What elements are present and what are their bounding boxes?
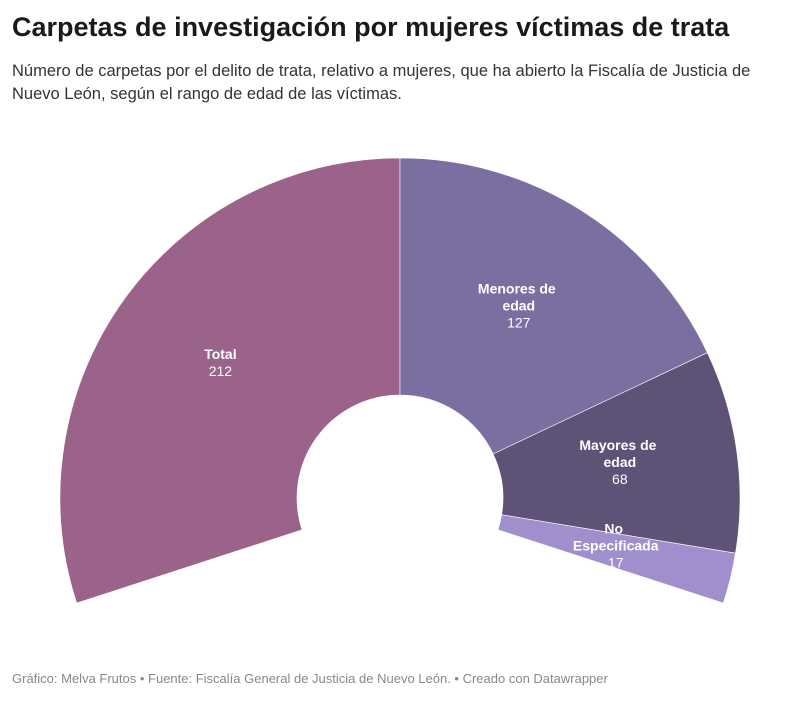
slice-label-line: Menores de [478, 280, 560, 296]
slice-label: No Especificada [573, 520, 659, 553]
chart-title: Carpetas de investigación por mujeres ví… [12, 12, 730, 42]
pie-slice [59, 157, 401, 604]
slice-label-line: Especificada [573, 537, 659, 553]
slice-label-line: No [604, 520, 627, 536]
slice-label: Mayores de edad [579, 437, 660, 470]
pie-slice [497, 514, 736, 604]
pie-slice [492, 352, 741, 554]
value-label: 17 [608, 554, 624, 570]
slice-label-line: Mayores de [579, 437, 660, 453]
slice-label-line: edad [502, 297, 535, 313]
slice-label: Total [204, 346, 236, 362]
value-label: 127 [507, 314, 531, 330]
chart-subtitle: Número de carpetas por el delito de trat… [12, 62, 751, 103]
slice-label-line: edad [604, 454, 637, 470]
slice-label: Menores de edad [478, 280, 560, 313]
value-label: 212 [209, 363, 233, 379]
pie-slice [399, 157, 708, 455]
source-note: Gráfico: Melva Frutos • Fuente: Fiscalía… [12, 671, 608, 686]
slice-label-line: Total [204, 346, 236, 362]
value-label: 68 [612, 471, 628, 487]
